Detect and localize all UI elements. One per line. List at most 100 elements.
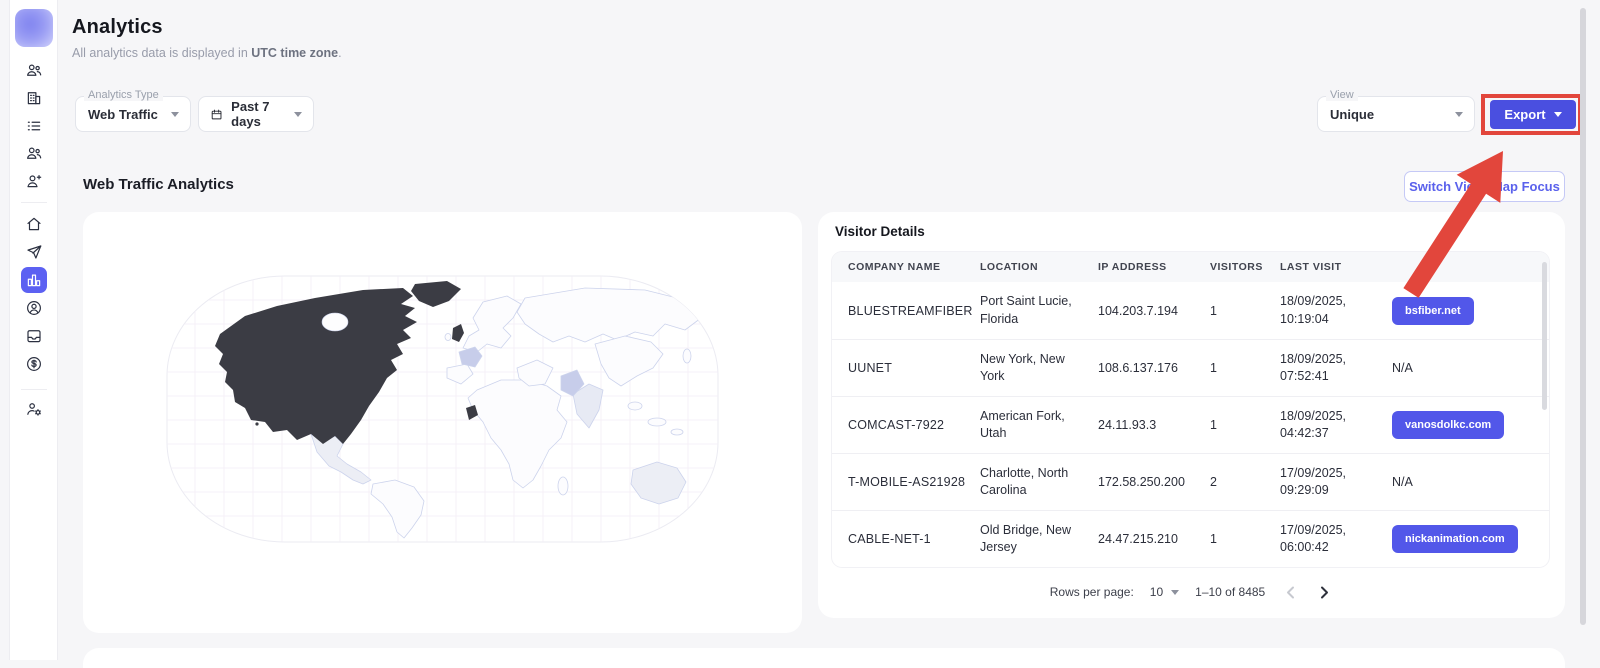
sidebar — [9, 0, 58, 660]
website-link-button[interactable]: vanosdolkc.com — [1392, 411, 1505, 439]
logo-blob — [15, 9, 53, 47]
sidebar-item-campaigns[interactable] — [21, 239, 47, 265]
send-icon — [26, 245, 41, 259]
date-range-select[interactable]: Past 7 days — [198, 96, 314, 132]
user-gear-icon — [26, 403, 41, 416]
audiences-icon — [26, 147, 41, 159]
export-button[interactable]: Export — [1490, 100, 1576, 129]
table-row: CABLE-NET-1 Old Bridge, New Jersey 24.47… — [832, 510, 1549, 567]
map-country-north-america — [215, 288, 417, 444]
map-country-hawaii — [255, 422, 259, 426]
location: Port Saint Lucie, Florida — [980, 294, 1072, 326]
map-country-pakistan — [560, 369, 585, 397]
ip-address: 24.47.215.210 — [1098, 532, 1178, 546]
visitor-details-title: Visitor Details — [835, 224, 925, 239]
visitors-count: 1 — [1210, 418, 1217, 432]
map-country-senegal — [466, 405, 478, 420]
visitor-details-card: Visitor Details COMPANY NAME LOCATION IP… — [818, 212, 1565, 618]
col-visitors: VISITORS — [1210, 261, 1263, 273]
visitors-count: 2 — [1210, 475, 1217, 489]
chevron-left-icon — [1286, 586, 1294, 598]
ip-address: 172.58.250.200 — [1098, 475, 1185, 489]
world-map[interactable] — [165, 274, 721, 546]
app-logo[interactable] — [15, 9, 53, 47]
calendar-icon — [211, 109, 222, 119]
col-ip-address: IP ADDRESS — [1098, 261, 1167, 273]
sidebar-item-inbox[interactable] — [21, 323, 47, 349]
rows-per-page-value: 10 — [1149, 585, 1164, 599]
col-company-name: COMPANY NAME — [848, 261, 941, 273]
sidebar-divider-2 — [20, 389, 47, 390]
chevron-down-icon — [294, 111, 302, 117]
table-row: T-MOBILE-AS21928 Charlotte, North Caroli… — [832, 453, 1549, 510]
page-scrollbar[interactable] — [1580, 8, 1586, 625]
page-title: Analytics — [72, 16, 163, 38]
sidebar-item-add-user[interactable] — [21, 168, 47, 194]
location: Old Bridge, New Jersey — [980, 522, 1072, 555]
view-value: Unique — [1330, 106, 1375, 122]
col-last-visit: LAST VISIT — [1280, 260, 1342, 273]
ip-address: 104.203.7.194 — [1098, 303, 1178, 318]
last-visit: 18/09/2025, 07:52:41 — [1280, 351, 1347, 384]
sidebar-item-home[interactable] — [21, 211, 47, 237]
last-visit: 18/09/2025, 10:19:04 — [1280, 294, 1347, 326]
section-title: Web Traffic Analytics — [83, 176, 234, 193]
table-row: COMCAST-7922 American Fork, Utah 24.11.9… — [832, 396, 1549, 453]
location: New York, New York — [980, 351, 1065, 384]
rows-per-page-select[interactable]: 10 — [1149, 585, 1180, 599]
sidebar-item-account[interactable] — [21, 295, 47, 321]
company-name: COMCAST-7922 — [848, 418, 945, 432]
list-icon — [27, 121, 40, 131]
visitors-count: 1 — [1210, 303, 1217, 318]
sidebar-item-contacts[interactable] — [21, 57, 47, 83]
visitors-count: 1 — [1210, 361, 1217, 375]
sidebar-item-company[interactable] — [21, 85, 47, 111]
table-header-row: COMPANY NAME LOCATION IP ADDRESS VISITOR… — [832, 252, 1549, 282]
last-visit: 17/09/2025, 06:00:42 — [1280, 522, 1347, 555]
page-subtitle: All analytics data is displayed in UTC t… — [72, 46, 342, 60]
account-circle-icon — [26, 301, 41, 315]
table-row: UUNET New York, New York 108.6.137.176 1… — [832, 339, 1549, 396]
add-user-icon — [26, 175, 41, 188]
analytics-type-select[interactable]: Analytics Type Web Traffic — [75, 89, 191, 132]
map-country-united-kingdom — [452, 324, 464, 342]
no-website-value: N/A — [1392, 475, 1413, 489]
sidebar-item-audiences[interactable] — [21, 140, 47, 166]
visitor-table: COMPANY NAME LOCATION IP ADDRESS VISITOR… — [832, 252, 1549, 567]
website-link-button[interactable]: bsfiber.net — [1392, 296, 1474, 325]
website-link-button[interactable]: nickanimation.com — [1392, 525, 1518, 553]
next-section-card — [83, 648, 1565, 668]
ip-address: 24.11.93.3 — [1098, 418, 1157, 432]
last-visit: 18/09/2025, 04:42:37 — [1280, 408, 1347, 441]
last-visit: 17/09/2025, 09:29:09 — [1280, 465, 1347, 498]
sidebar-item-user-settings[interactable] — [21, 396, 47, 422]
sidebar-item-lists[interactable] — [21, 113, 47, 139]
chevron-down-icon — [1553, 112, 1562, 117]
ip-address: 108.6.137.176 — [1098, 361, 1178, 375]
view-select[interactable]: View Unique — [1317, 89, 1475, 132]
chevron-right-icon — [1320, 586, 1328, 598]
date-range-value: Past 7 days — [231, 99, 270, 129]
bar-chart-icon — [27, 274, 40, 287]
table-row: BLUESTREAMFIBER Port Saint Lucie, Florid… — [832, 282, 1549, 339]
sidebar-item-billing[interactable] — [21, 351, 47, 377]
previous-page-button[interactable] — [1281, 583, 1299, 601]
company-name: BLUESTREAMFIBER — [848, 303, 973, 318]
map-country-australia — [630, 461, 687, 505]
switch-view-button[interactable]: Switch View: Map Focus — [1404, 171, 1565, 202]
sidebar-divider — [20, 202, 47, 203]
world-map-card — [83, 212, 802, 633]
company-name: CABLE-NET-1 — [848, 532, 931, 546]
visitors-count: 1 — [1210, 532, 1217, 546]
col-location: LOCATION — [980, 260, 1039, 273]
company-name: UUNET — [848, 361, 893, 375]
company-name: T-MOBILE-AS21928 — [848, 475, 966, 489]
table-scrollbar[interactable] — [1542, 262, 1547, 410]
sidebar-item-analytics[interactable] — [20, 267, 47, 293]
chevron-down-icon — [1171, 589, 1180, 595]
rows-per-page-label: Rows per page: — [1049, 585, 1134, 599]
map-country-france — [458, 346, 483, 368]
view-label: View — [1326, 89, 1358, 101]
next-page-button[interactable] — [1315, 583, 1333, 601]
inbox-icon — [26, 330, 41, 343]
